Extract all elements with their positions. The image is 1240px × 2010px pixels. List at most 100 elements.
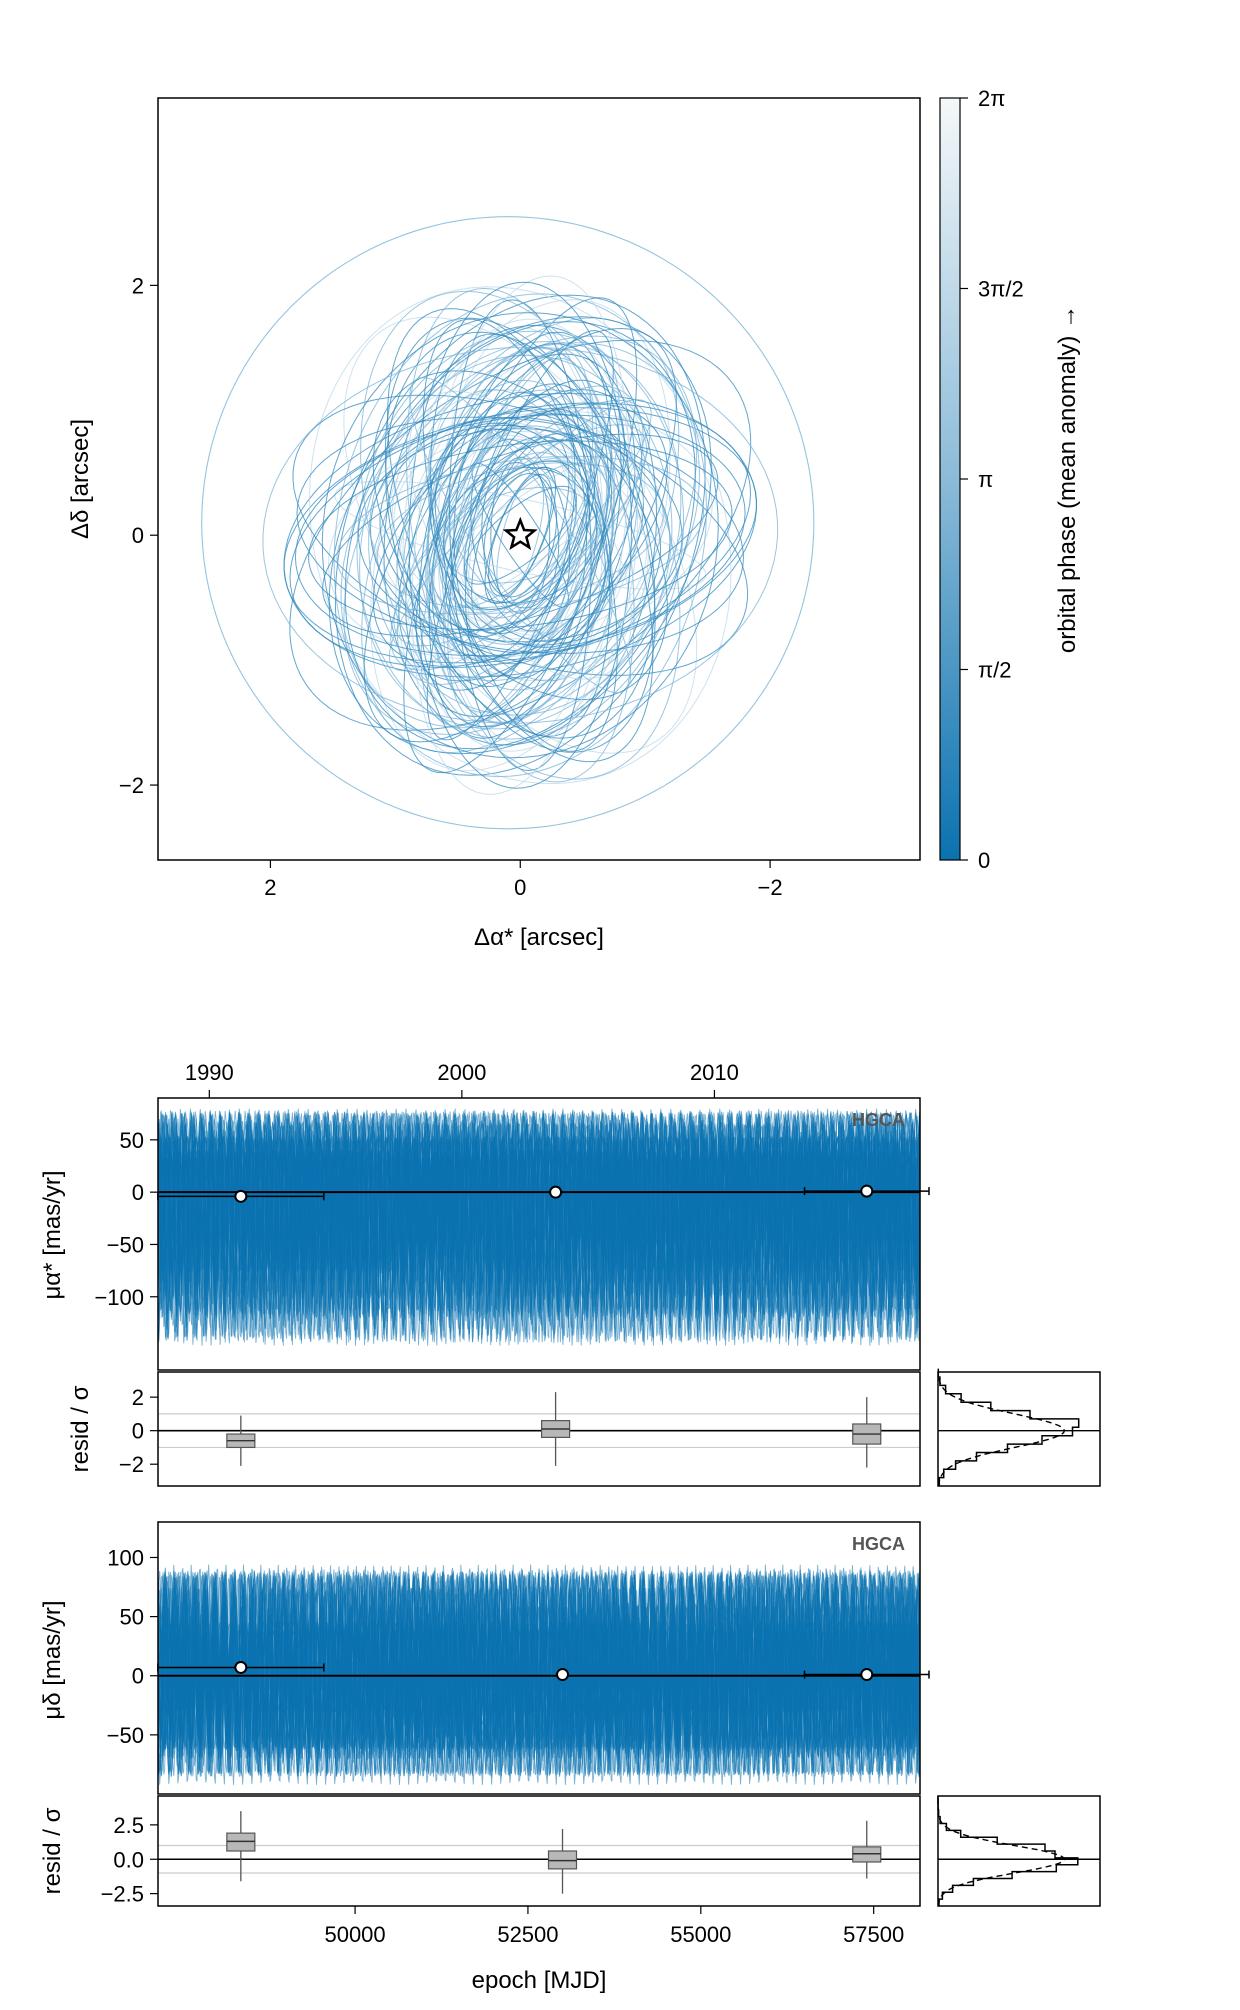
mjd-x-axis-label: epoch [MJD] — [472, 1967, 607, 1994]
y-tick-label: 0 — [132, 1664, 144, 1689]
pm-ra-frame — [157, 1097, 921, 1371]
year-tick-label: 2000 — [437, 1060, 486, 1085]
orbit-path — [431, 457, 610, 614]
hgca-point — [234, 1660, 248, 1674]
orbit-path — [420, 343, 620, 727]
orbit-path — [357, 428, 683, 643]
orbit-path — [363, 327, 677, 743]
colorbar-gradient — [939, 97, 961, 861]
orbit-path — [426, 425, 614, 646]
orbit-path — [359, 340, 682, 730]
mjd-axis-ticks: 50000 52500 55000 57500 — [324, 1906, 904, 1947]
orbit-path — [292, 394, 749, 676]
colorbar: 0 π/2 π 3π/2 2π orbital phase (mean anomaly)… — [939, 86, 1081, 873]
orbit-path — [393, 437, 648, 633]
orbit-path — [321, 312, 719, 759]
orbit-path — [368, 354, 673, 716]
pm-dec-y-axis-label: μδ [mas/yr] — [39, 1600, 66, 1719]
pm-draw — [158, 1111, 920, 1247]
orbit-path — [201, 216, 815, 830]
y-tick-label: 0 — [132, 1419, 144, 1444]
hgca-point — [860, 1668, 874, 1682]
orbit-path — [463, 485, 577, 585]
orbit-path — [390, 399, 651, 671]
pm-draw — [158, 1150, 920, 1296]
pm-dec-panel: HGCA 100 50 0 −50 μδ [mas/yr] — [39, 1521, 930, 1795]
orbit-path — [289, 402, 752, 669]
colorbar-label: orbital phase (mean anomaly) → — [1054, 305, 1081, 653]
y-tick-label: 0 — [132, 1180, 144, 1205]
orbit-path — [444, 424, 597, 646]
pm-ra-points — [157, 1184, 930, 1203]
pm-dec-points — [157, 1660, 930, 1682]
orbit-path — [463, 451, 578, 619]
pm-ra-resid-hist — [937, 1368, 1101, 1487]
sky-ticks: 2 0 −2 −2 0 2 — [119, 273, 783, 900]
mjd-tick-label: 57500 — [843, 1922, 904, 1947]
mjd-tick-label: 55000 — [670, 1922, 731, 1947]
orbit-path — [453, 391, 588, 679]
pm-dec-resid-ticks: 2.5 0.0 −2.5 — [101, 1813, 158, 1907]
hgca-point — [549, 1185, 563, 1199]
orbit-sky-panel: 2 0 −2 −2 0 2 Δα* [arcsec] Δδ [arcsec] — [67, 97, 921, 951]
orbit-path — [396, 385, 644, 685]
orbit-path — [409, 377, 632, 694]
sky-frame — [157, 97, 921, 861]
orbit-path — [369, 299, 671, 772]
pm-dec-resid-boxes — [158, 1811, 920, 1894]
colorbar-tick-label: 0 — [978, 848, 990, 873]
y-tick-label: −50 — [107, 1723, 144, 1748]
pm-draw — [158, 1621, 920, 1777]
pm-ra-draws — [158, 1108, 920, 1346]
y-tick-label: 50 — [120, 1605, 144, 1630]
y-tick-label: 100 — [107, 1545, 144, 1570]
orbit-path — [429, 422, 612, 648]
y-tick-label: 2 — [132, 1385, 144, 1410]
pm-ra-resid-boxes — [158, 1392, 920, 1468]
orbit-path — [484, 466, 556, 604]
pm-draw — [158, 1112, 920, 1341]
pm-ra-ticks: 50 0 −50 −100 — [94, 1128, 158, 1310]
pm-draw — [158, 1122, 920, 1315]
orbit-path — [452, 460, 589, 610]
y-tick-label: −2 — [119, 773, 144, 798]
y-tick-label: 0 — [132, 523, 144, 548]
orbit-path — [336, 455, 705, 615]
pm-dec-hist-lines — [937, 1796, 1100, 1907]
orbit-path — [333, 293, 707, 778]
hgca-point — [556, 1668, 570, 1682]
orbit-path — [262, 346, 779, 724]
sky-x-axis-label: Δα* [arcsec] — [474, 924, 604, 951]
pm-ra-resid-ticks: 2 0 −2 — [119, 1385, 158, 1477]
orbit-path — [386, 308, 654, 763]
mjd-tick-label: 52500 — [497, 1922, 558, 1947]
orbit-path — [289, 339, 752, 731]
orbit-path — [343, 335, 698, 735]
orbit-path — [445, 433, 596, 638]
pm-dec-hist-frame — [937, 1795, 1101, 1907]
pm-dec-draws — [158, 1564, 920, 1785]
pm-dec-frame — [157, 1521, 921, 1795]
orbit-path — [308, 286, 732, 785]
x-tick-label: 0 — [514, 875, 526, 900]
orbit-path — [427, 379, 613, 691]
x-tick-label: 2 — [264, 875, 276, 900]
orbit-path — [418, 343, 622, 728]
year-axis-ticks: 1990 2000 2010 — [185, 1060, 739, 1098]
orbit-path — [385, 331, 656, 739]
orbit-path — [448, 299, 592, 771]
pm-ra-hist-frame — [937, 1371, 1101, 1487]
orbit-path — [408, 390, 633, 680]
orbit-path — [426, 330, 614, 741]
pm-ra-resid-frame — [157, 1371, 921, 1487]
orbit-path — [398, 389, 643, 682]
hgca-point — [234, 1189, 248, 1203]
y-tick-label: −50 — [107, 1232, 144, 1257]
hist-steps — [937, 1368, 1080, 1486]
orbit-path — [431, 383, 610, 688]
year-tick-label: 2010 — [690, 1060, 739, 1085]
pm-ra-panel: HGCA 50 0 −50 −100 1990 2000 2010 μα* [mas/yr… — [39, 1060, 930, 1371]
pm-draw — [158, 1571, 920, 1721]
orbit-path — [343, 316, 698, 754]
